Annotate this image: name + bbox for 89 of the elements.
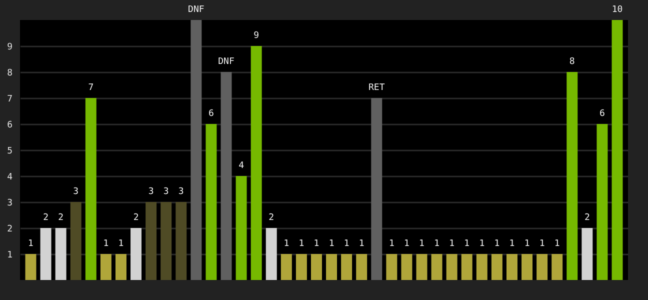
y-tick-label: 3	[7, 198, 12, 208]
bar	[446, 254, 458, 280]
data-label: 1	[103, 239, 109, 249]
data-label: 1	[494, 239, 500, 249]
data-label: 7	[88, 83, 94, 93]
bar	[522, 254, 533, 280]
data-label: 1	[434, 239, 440, 249]
bar	[582, 228, 593, 280]
data-label: 4	[238, 161, 244, 171]
bar	[566, 72, 578, 280]
bar	[160, 202, 172, 280]
bar	[612, 20, 623, 280]
bar	[476, 254, 488, 280]
data-label: 1	[404, 239, 410, 249]
bar	[341, 254, 352, 280]
data-label: 1	[464, 239, 470, 249]
bar	[310, 254, 322, 280]
data-label: RET	[368, 83, 386, 93]
data-label: 2	[133, 213, 139, 223]
data-label: 1	[388, 239, 394, 249]
bar	[130, 228, 142, 280]
data-label: 3	[163, 187, 169, 197]
data-label: 1	[118, 239, 124, 249]
data-label: 1	[284, 239, 290, 249]
bar	[85, 98, 96, 280]
data-label: 1	[328, 239, 334, 249]
bar	[371, 98, 382, 280]
bar	[296, 254, 307, 280]
data-label: 2	[43, 213, 48, 223]
bar	[55, 228, 66, 280]
data-label: 8	[569, 57, 575, 67]
data-label: 3	[148, 187, 154, 197]
data-label: 1	[479, 239, 485, 249]
bar	[506, 254, 518, 280]
data-label: 1	[509, 239, 515, 249]
bar	[266, 228, 277, 280]
bar	[280, 254, 292, 280]
bar	[401, 254, 412, 280]
bar	[40, 228, 52, 280]
y-tick-label: 1	[7, 250, 12, 260]
bar	[431, 254, 442, 280]
bar	[491, 254, 502, 280]
bar	[356, 254, 368, 280]
bar	[326, 254, 338, 280]
data-label: 2	[584, 213, 590, 223]
bar	[386, 254, 398, 280]
bar	[25, 254, 36, 280]
data-label: 1	[539, 239, 545, 249]
bar	[552, 254, 563, 280]
data-label: 1	[524, 239, 530, 249]
bar	[461, 254, 472, 280]
data-label: 6	[600, 109, 605, 119]
data-label: 1	[554, 239, 560, 249]
data-label: 3	[73, 187, 79, 197]
data-label: 1	[298, 239, 304, 249]
bar	[596, 124, 608, 280]
data-label: 1	[419, 239, 424, 249]
data-label: 3	[178, 187, 184, 197]
y-tick-label: 8	[7, 68, 12, 78]
data-label: 1	[358, 239, 364, 249]
y-tick-label: 4	[7, 172, 12, 182]
data-label: 2	[58, 213, 64, 223]
bar	[250, 46, 262, 280]
bar	[236, 176, 247, 280]
bar	[115, 254, 126, 280]
bar	[536, 254, 548, 280]
data-label: 2	[268, 213, 274, 223]
data-label: 6	[208, 109, 214, 119]
data-label: DNF	[218, 57, 234, 67]
data-label: 1	[449, 239, 455, 249]
y-tick-label: 9	[7, 42, 12, 52]
bar	[100, 254, 112, 280]
data-label: 1	[28, 239, 34, 249]
bar	[176, 202, 187, 280]
bar	[206, 124, 217, 280]
bar	[220, 72, 232, 280]
bar	[416, 254, 428, 280]
data-label: 9	[254, 31, 260, 41]
bar	[70, 202, 82, 280]
data-label: 10	[612, 5, 623, 15]
y-tick-label: 7	[7, 94, 12, 104]
y-tick-label: 2	[7, 224, 12, 234]
data-label: 1	[314, 239, 320, 249]
data-label: 1	[344, 239, 350, 249]
y-tick-label: 6	[7, 120, 12, 130]
y-tick-label: 5	[7, 146, 12, 156]
bar	[146, 202, 157, 280]
bar	[190, 20, 202, 280]
data-label: DNF	[188, 5, 204, 15]
